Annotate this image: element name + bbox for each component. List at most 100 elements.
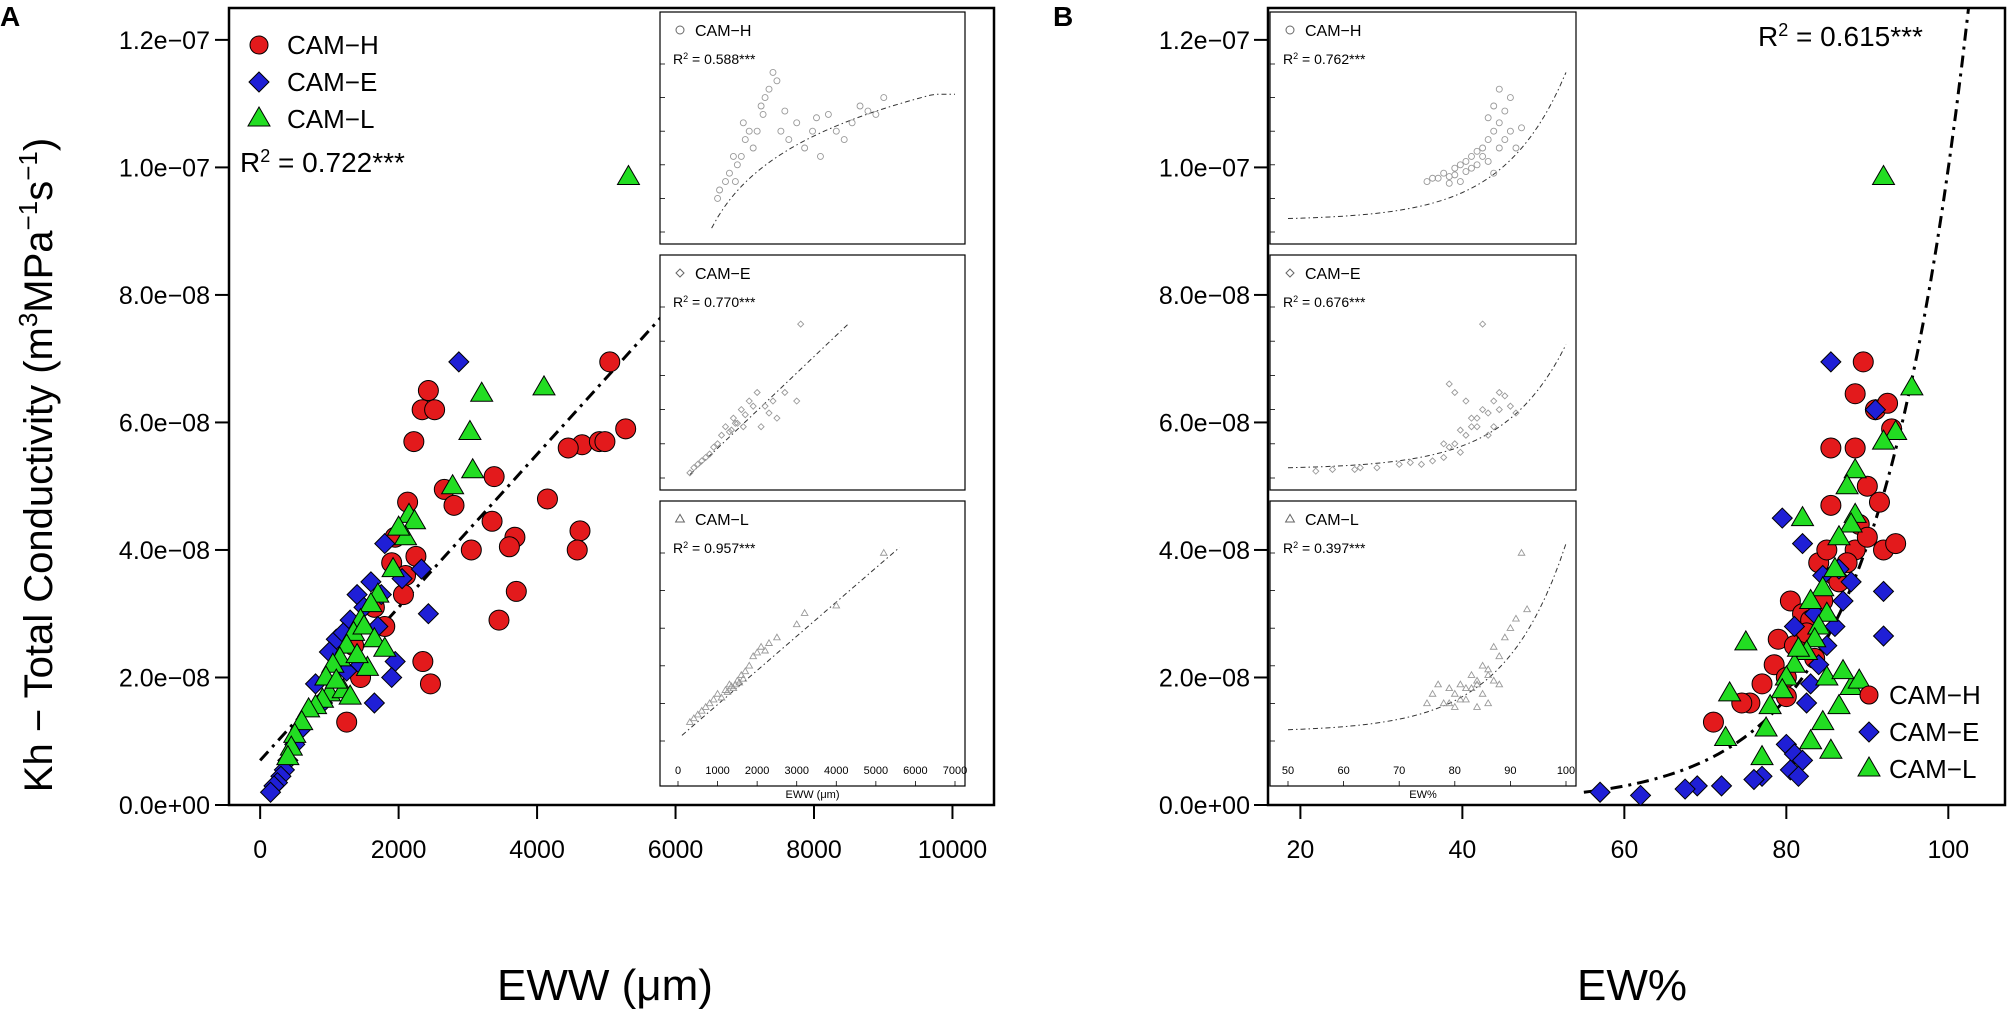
svg-text:Kh − Total Conductivity (m3MPa: Kh − Total Conductivity (m3MPa−1s−1) — [13, 138, 61, 792]
panel-a-y-tick-label: 2.0e−08 — [119, 664, 210, 692]
inset-point-cam-l — [879, 548, 888, 556]
panel-b-point-cam-l — [1819, 738, 1843, 759]
y-label-main: Kh − Total Conductivity (m — [17, 327, 61, 792]
panel-a-point-cam-h — [488, 609, 510, 631]
inset-point-cam-l — [1517, 548, 1526, 556]
panel-b-point-cam-l — [1786, 636, 1811, 657]
inset-point-cam-l — [1506, 623, 1515, 631]
inset-point-cam-l — [689, 714, 698, 722]
inset-point-cam-h — [1479, 144, 1487, 152]
panel-b-y-tick-label: 4.0e−08 — [1159, 537, 1250, 565]
panel-b-point-cam-h — [1852, 351, 1874, 373]
inset-point-cam-l — [1484, 699, 1493, 707]
panel-a-point-cam-e — [374, 532, 396, 555]
panel-b-legend: CAM−H CAM−E CAM−L — [1857, 680, 1981, 784]
inset-point-cam-h — [769, 68, 777, 76]
panel-a-point-cam-l — [352, 613, 376, 635]
panel-a-letter: A — [0, 1, 20, 32]
panel-a-y-tick-label: 8.0e−08 — [119, 282, 210, 310]
legend-a-cam-h-marker — [249, 35, 269, 55]
inset-r2-value: = 0.770*** — [688, 294, 756, 310]
panel-a-point-cam-l — [362, 626, 387, 648]
panel-b-point-cam-e — [1629, 784, 1652, 807]
panel-b-point-cam-h — [1844, 383, 1866, 405]
inset-point-cam-l — [1434, 680, 1443, 688]
inset-point-cam-l — [1478, 689, 1487, 697]
inset-point-cam-h — [1490, 169, 1498, 177]
inset-point-cam-e — [781, 388, 789, 397]
inset-point-cam-e — [741, 411, 749, 419]
inset-point-cam-h — [765, 85, 773, 93]
panel-b-inset-cam-l: CAM−L R2 = 0.397*** 50 60 70 80 90 100 EW% — [1269, 500, 1577, 801]
inset-point-cam-e — [1501, 392, 1509, 400]
panel-a-point-cam-e — [417, 603, 440, 625]
inset-point-cam-e — [1451, 440, 1459, 448]
inset-point-cam-h — [824, 110, 832, 118]
panel-b-point-cam-e — [1820, 351, 1842, 373]
inset-point-cam-h — [1506, 94, 1514, 102]
y-label-sup-neg1a: −1 — [13, 201, 43, 231]
inset-point-cam-h — [1451, 171, 1459, 179]
inset-x-tick-label: 80 — [1449, 765, 1461, 777]
inset-point-cam-l — [1472, 676, 1482, 684]
inset-point-cam-h — [1479, 152, 1487, 160]
panel-a-r2-value: 0.722*** — [302, 147, 405, 178]
inset-point-cam-l — [1461, 695, 1471, 703]
inset-point-cam-e — [753, 388, 761, 397]
panel-a: 0.0e+00 2.0e−08 4.0e−08 6.0e−08 8.0e−08 1.0e−… — [119, 6, 996, 1010]
inset-r2: R2 = 0.762*** — [1283, 51, 1366, 67]
inset-point-cam-l — [1450, 702, 1459, 710]
inset-r2-value: = 0.588*** — [688, 51, 756, 67]
panel-b-point-cam-h — [1763, 654, 1785, 676]
inset-point-cam-h — [1495, 119, 1503, 127]
inset-point-cam-e — [745, 397, 753, 405]
inset-trend-line — [1287, 72, 1567, 220]
panel-b-point-cam-h — [1779, 590, 1801, 612]
inset-point-cam-e — [725, 428, 734, 436]
panel-b-x-tick-label: 60 — [1610, 836, 1638, 864]
inset-point-cam-e — [1395, 460, 1403, 468]
panel-a-point-cam-e — [410, 558, 433, 580]
inset-point-cam-l — [1422, 699, 1432, 707]
inset-point-cam-e — [739, 423, 747, 431]
inset-point-cam-l — [745, 661, 754, 669]
inset-legend-marker-cam-e — [675, 268, 685, 278]
panel-a-point-cam-h — [505, 580, 527, 602]
panel-a-point-cam-h — [481, 510, 503, 532]
panel-a-x-tick-label: 4000 — [509, 836, 565, 864]
panel-a-point-cam-h — [443, 494, 465, 516]
panel-a-point-cam-h — [412, 651, 434, 673]
inset-r2-value: = 0.676*** — [1298, 294, 1366, 310]
inset-point-cam-l — [693, 710, 702, 718]
panel-a-x-label: EWW (μm) — [497, 961, 713, 1010]
inset-point-cam-l — [1495, 652, 1504, 660]
inset-point-cam-e — [731, 419, 740, 427]
panel-a-point-cam-h — [569, 520, 591, 542]
inset-point-cam-l — [1489, 642, 1498, 650]
panel-a-axes: 0.0e+00 2.0e−08 4.0e−08 6.0e−08 8.0e−08 1.0e−… — [119, 27, 987, 864]
panel-a-x-tick-label: 0 — [253, 836, 267, 864]
inset-point-cam-e — [793, 397, 801, 405]
inset-legend-marker-cam-l — [1284, 513, 1296, 523]
inset-point-cam-l — [1472, 680, 1482, 688]
panel-a-point-cam-l — [469, 381, 494, 402]
inset-point-cam-h — [1434, 174, 1442, 182]
panel-b-point-cam-e — [1872, 625, 1895, 647]
panel-b-point-cam-e — [1771, 507, 1793, 529]
inset-point-cam-h — [741, 136, 749, 144]
inset-point-cam-e — [733, 419, 741, 427]
inset-point-cam-l — [709, 695, 718, 703]
inset-frame — [1269, 254, 1577, 491]
inset-r2: R2 = 0.676*** — [1283, 294, 1366, 310]
panel-a-point-cam-h — [460, 539, 482, 561]
inset-point-cam-l — [1467, 670, 1476, 678]
panel-a-point-cam-h — [424, 399, 446, 421]
panel-b-point-cam-l — [1713, 725, 1738, 747]
panel-a-point-cam-h — [419, 673, 441, 695]
y-label-s: s — [17, 181, 61, 201]
inset-point-cam-h — [731, 178, 739, 186]
inset-point-cam-h — [1490, 127, 1498, 135]
inset-point-cam-e — [1428, 457, 1437, 465]
inset-point-cam-e — [1462, 431, 1470, 439]
inset-point-cam-h — [777, 127, 785, 135]
